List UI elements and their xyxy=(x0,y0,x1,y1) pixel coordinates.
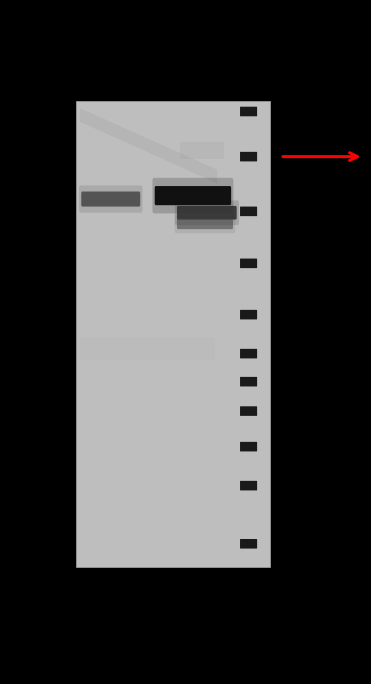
FancyBboxPatch shape xyxy=(80,337,215,360)
FancyBboxPatch shape xyxy=(240,377,257,386)
FancyBboxPatch shape xyxy=(240,539,257,549)
FancyBboxPatch shape xyxy=(175,200,239,225)
FancyBboxPatch shape xyxy=(79,185,142,213)
FancyBboxPatch shape xyxy=(240,310,257,319)
FancyBboxPatch shape xyxy=(177,218,233,229)
Bar xyxy=(180,142,224,159)
FancyBboxPatch shape xyxy=(240,259,257,268)
FancyBboxPatch shape xyxy=(240,107,257,116)
FancyBboxPatch shape xyxy=(240,442,257,451)
FancyBboxPatch shape xyxy=(155,186,231,205)
FancyBboxPatch shape xyxy=(240,481,257,490)
FancyBboxPatch shape xyxy=(240,207,257,216)
FancyBboxPatch shape xyxy=(81,192,140,207)
FancyBboxPatch shape xyxy=(177,206,237,220)
FancyBboxPatch shape xyxy=(240,349,257,358)
Polygon shape xyxy=(80,108,217,183)
FancyBboxPatch shape xyxy=(175,214,235,233)
FancyBboxPatch shape xyxy=(240,406,257,416)
Bar xyxy=(76,101,270,567)
FancyBboxPatch shape xyxy=(152,178,233,213)
FancyBboxPatch shape xyxy=(240,152,257,161)
